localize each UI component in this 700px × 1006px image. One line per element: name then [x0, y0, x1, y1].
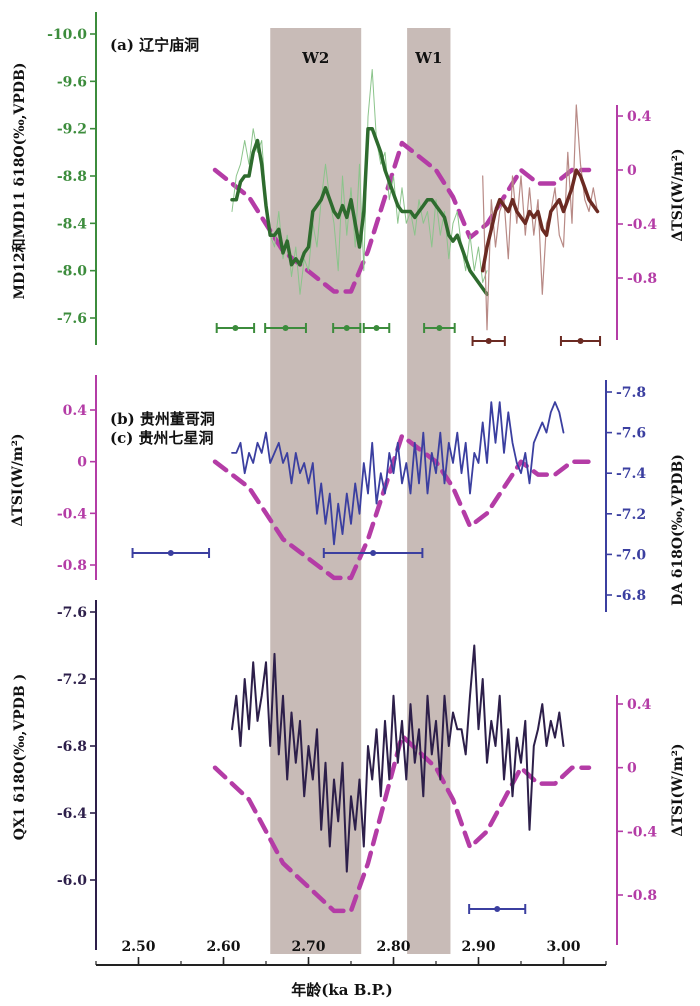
- panel-c-right-axis-tick-label: 0.4: [627, 697, 652, 713]
- panel-a-right-axis-tick-label: 0: [627, 163, 637, 179]
- panel-b-left-axis-tick-label: -0.4: [57, 506, 87, 522]
- x-axis-tick-label: 2.50: [121, 939, 155, 955]
- panel-c-error-bar: [468, 904, 527, 914]
- panel-b-left-axis-label: ΔTSI(W/m²): [10, 434, 26, 527]
- panel-a-series-md12-raw: [231, 69, 488, 295]
- panel-c-left-axis-tick-label: -6.8: [57, 739, 87, 755]
- panel-c-left-axis: -7.6 -7.2 -6.8 -6.4 -6.0: [57, 600, 97, 950]
- x-axis-tick-label: 3.00: [546, 939, 580, 955]
- panel-a-right-axis-tick-label: 0.4: [627, 109, 652, 125]
- x-axis-tick-label: 2.90: [461, 939, 495, 955]
- x-axis-label: 年龄(ka B.P.): [291, 981, 392, 999]
- panel-b: 0.4 0 -0.4 -0.8 -7.8 -7.6 -7.4 -7.2 -7.0 -6.8 (b…: [10, 375, 686, 612]
- panel-a-error-bar: [471, 336, 506, 346]
- panel-c-series-qx1-18o: [231, 644, 565, 873]
- panel-c-left-axis-tick-label: -7.6: [57, 605, 87, 621]
- panel-a-error-bar: [332, 323, 362, 333]
- panel-b-right-axis-label: DA δ18O(‰,VPDB): [670, 454, 686, 606]
- panel-a-left-axis-tick-label: -8.0: [57, 264, 87, 280]
- panel-b-left-axis-tick-label: -0.8: [57, 558, 87, 574]
- panel-c-right-axis: 0.4 0 -0.4 -0.8: [616, 695, 657, 945]
- panel-b-title: (b) 贵州董哥洞: [110, 410, 215, 428]
- panel-a: -10.0 -9.6 -9.2 -8.8 -8.4 -8.0 -7.6 0.4 0 -0.4 -0…: [12, 12, 686, 346]
- panel-a-error-bar: [264, 323, 307, 333]
- panel-c-left-axis-tick-label: -6.4: [57, 806, 87, 822]
- panel-b-left-axis-tick-label: 0: [77, 455, 87, 471]
- panel-c: -7.6 -7.2 -6.8 -6.4 -6.0 0.4 0 -0.4 -0.8 (c) 贵州…: [12, 429, 686, 950]
- panel-a-right-axis-label: ΔTSI(W/m²): [670, 149, 686, 242]
- panel-a-left-axis-tick-label: -9.6: [57, 74, 87, 90]
- panel-a-right-axis-tick-label: -0.4: [627, 217, 657, 233]
- panel-c-left-axis-label: QX1 δ18O(‰,VPDB ): [12, 674, 28, 840]
- panel-b-series-da-18o: [231, 401, 565, 546]
- panel-c-right-axis-tick-label: 0: [627, 761, 637, 777]
- band-label-w1: W1: [414, 49, 442, 67]
- panel-b-right-axis-tick-label: -6.8: [616, 588, 646, 604]
- panel-a-series--tsi: [212, 140, 592, 294]
- panel-a-right-axis: 0.4 0 -0.4 -0.8: [616, 105, 657, 340]
- panel-a-right-axis-tick-label: -0.8: [627, 271, 657, 287]
- x-axis-tick-label: 2.60: [206, 939, 240, 955]
- panel-a-error-bar: [362, 323, 391, 333]
- panel-a-error-bar: [559, 336, 602, 346]
- panel-b-error-bar: [131, 548, 211, 558]
- panel-b-right-axis-tick-label: -7.6: [616, 426, 646, 442]
- panel-a-series-md12-smoothed: [230, 126, 489, 297]
- panel-b-right-axis: -7.8 -7.6 -7.4 -7.2 -7.0 -6.8: [605, 380, 646, 612]
- panel-b-error-bar: [322, 548, 424, 558]
- panel-a-title: (a) 辽宁庙洞: [110, 36, 199, 54]
- panel-a-plot: [212, 69, 602, 346]
- bands-layer: W2 W1: [270, 28, 451, 954]
- x-axis: 2.50 2.60 2.70 2.80 2.90 3.00: [95, 939, 607, 966]
- panel-b-right-axis-tick-label: -7.0: [616, 547, 646, 563]
- panel-b-left-axis: 0.4 0 -0.4 -0.8: [57, 375, 97, 580]
- panel-a-left-axis-tick-label: -8.4: [57, 216, 87, 232]
- panel-a-error-bar: [423, 323, 456, 333]
- x-axis-tick-label: 2.80: [376, 939, 410, 955]
- panel-a-left-axis-tick-label: -10.0: [47, 27, 87, 43]
- panel-a-left-axis-tick-label: -8.8: [57, 169, 87, 185]
- panel-c-right-axis-tick-label: -0.8: [627, 888, 657, 904]
- panel-a-left-axis-tick-label: -7.6: [57, 311, 87, 327]
- panel-a-left-axis-label: MD12和MD11 δ18O(‰,VPDB): [12, 62, 28, 299]
- panel-c-left-axis-tick-label: -7.2: [57, 672, 87, 688]
- panel-b-plot: [131, 401, 592, 581]
- panel-a-error-bar: [215, 323, 256, 333]
- panel-c-left-axis-tick-label: -6.0: [57, 873, 87, 889]
- band-label-w2: W2: [301, 49, 329, 67]
- x-axis-tick-label: 2.70: [291, 939, 325, 955]
- panel-c-right-axis-tick-label: -0.4: [627, 824, 657, 840]
- panel-a-left-axis-tick-label: -9.2: [57, 122, 87, 138]
- panel-b-right-axis-tick-label: -7.8: [616, 385, 646, 401]
- panel-c-title: (c) 贵州七星洞: [110, 429, 214, 447]
- panel-b-left-axis-tick-label: 0.4: [63, 403, 88, 419]
- panel-c-plot: [212, 644, 592, 914]
- panel-a-series-md11-smoothed: [480, 168, 600, 273]
- panel-a-left-axis: -10.0 -9.6 -9.2 -8.8 -8.4 -8.0 -7.6: [47, 12, 97, 345]
- panel-c-right-axis-label: ΔTSI(W/m²): [670, 744, 686, 837]
- panel-b-right-axis-tick-label: -7.4: [616, 466, 646, 482]
- panel-b-right-axis-tick-label: -7.2: [616, 507, 646, 523]
